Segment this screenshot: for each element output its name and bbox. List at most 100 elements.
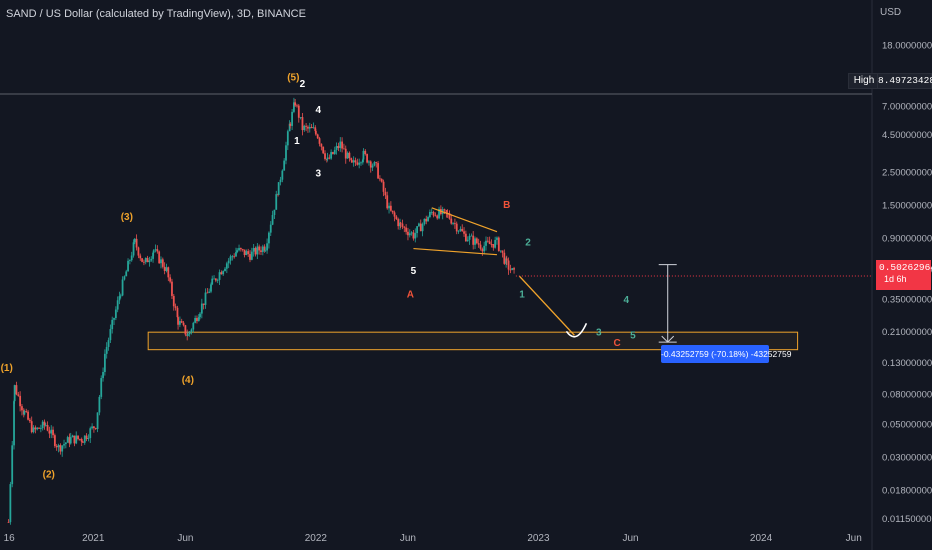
- candle-body: [233, 256, 236, 258]
- candle-body: [505, 258, 508, 264]
- candle-body: [375, 162, 378, 164]
- candle-body: [91, 426, 93, 429]
- candle-body: [503, 252, 506, 264]
- candle-body: [64, 442, 67, 445]
- candle-body: [427, 217, 429, 222]
- candle-body: [461, 228, 464, 232]
- candle-body: [50, 429, 53, 434]
- candle-body: [143, 261, 145, 263]
- candle-body: [511, 268, 514, 271]
- candle-body: [364, 150, 367, 155]
- candle-body: [450, 218, 453, 224]
- x-tick-label: Jun: [622, 533, 638, 544]
- candle-body: [128, 260, 131, 262]
- wave-label: 2: [525, 237, 531, 248]
- candle-body: [316, 134, 319, 139]
- candle-body: [483, 245, 486, 252]
- candle-body: [96, 412, 99, 429]
- measure-result-label: -0.43252759 (-70.18%) -43252759: [661, 345, 791, 363]
- candle-body: [288, 123, 291, 132]
- candle-body: [423, 218, 426, 225]
- candle-body: [249, 254, 251, 260]
- candle-body: [373, 162, 376, 166]
- candle-body: [199, 313, 201, 318]
- candle-body: [107, 340, 110, 347]
- candle-body: [137, 247, 140, 256]
- candle-body: [436, 215, 439, 219]
- wave-label: A: [407, 289, 414, 300]
- candle-body: [289, 123, 292, 126]
- candle-body: [305, 125, 308, 127]
- candle-body: [291, 111, 293, 126]
- chart-title: SAND / US Dollar (calculated by TradingV…: [6, 8, 306, 20]
- candle-body: [448, 213, 451, 219]
- candle-body: [494, 239, 497, 248]
- candle-body: [82, 441, 84, 443]
- candle-body: [103, 353, 106, 373]
- candle-body: [369, 161, 372, 168]
- y-tick-label: 0.08000000: [882, 389, 932, 400]
- candle-body: [114, 309, 117, 319]
- candle-body: [239, 248, 242, 250]
- candle-body: [314, 130, 317, 135]
- y-tick-label: 0.35000000: [882, 294, 932, 305]
- x-tick-label: Jun: [846, 533, 862, 544]
- candle-body: [125, 271, 128, 277]
- y-tick-label: 1.50000000: [882, 201, 932, 212]
- projection-curve: [565, 322, 588, 338]
- wave-label: (5): [287, 72, 299, 83]
- candle-body: [356, 162, 359, 165]
- candle-body: [236, 250, 239, 253]
- candle-body: [457, 230, 460, 232]
- candle-body: [196, 318, 198, 322]
- candle-body: [243, 249, 246, 256]
- wave-label: 2: [300, 79, 306, 90]
- candle-body: [206, 292, 209, 294]
- candle-body: [281, 170, 284, 180]
- x-tick-label: 16: [4, 533, 16, 544]
- candle-body: [297, 105, 300, 118]
- candle-body: [41, 421, 44, 429]
- candle-body: [25, 411, 28, 412]
- candle-body: [152, 250, 155, 253]
- candle-body: [293, 102, 295, 112]
- current-price-value: 0.50262964: [879, 262, 932, 273]
- candle-body: [260, 250, 262, 252]
- candle-body: [299, 117, 302, 118]
- candle-body: [488, 241, 491, 245]
- candle-body: [231, 256, 234, 258]
- candle-body: [429, 211, 431, 218]
- triangle-upper-line: [431, 207, 498, 233]
- candle-body: [77, 435, 79, 439]
- support-zone: [147, 331, 799, 351]
- candle-body: [414, 233, 417, 239]
- candle-body: [490, 244, 493, 245]
- candle-body: [344, 148, 347, 159]
- candle-body: [408, 233, 411, 236]
- candle-body: [348, 152, 351, 159]
- candle-body: [229, 256, 232, 261]
- candle-body: [224, 268, 226, 272]
- high-value-badge: 8.49723428: [877, 73, 932, 89]
- wave-label: (3): [121, 212, 133, 223]
- candle-body: [416, 226, 418, 234]
- candle-body: [337, 146, 340, 149]
- y-tick-label: 0.05000000: [882, 420, 932, 431]
- candle-body: [312, 127, 315, 129]
- candle-body: [204, 292, 207, 305]
- wave-label: 1: [294, 136, 300, 147]
- candle-body: [144, 257, 147, 263]
- candle-body: [481, 248, 484, 252]
- candle-body: [200, 303, 203, 314]
- candle-body: [354, 160, 357, 163]
- candle-body: [174, 306, 177, 308]
- candle-body: [197, 317, 200, 322]
- candle-body: [192, 322, 195, 330]
- wave-label: C: [613, 338, 620, 349]
- candle-body: [188, 331, 191, 335]
- candle-body: [256, 246, 259, 255]
- candle-body: [399, 222, 402, 224]
- candle-body: [39, 428, 42, 429]
